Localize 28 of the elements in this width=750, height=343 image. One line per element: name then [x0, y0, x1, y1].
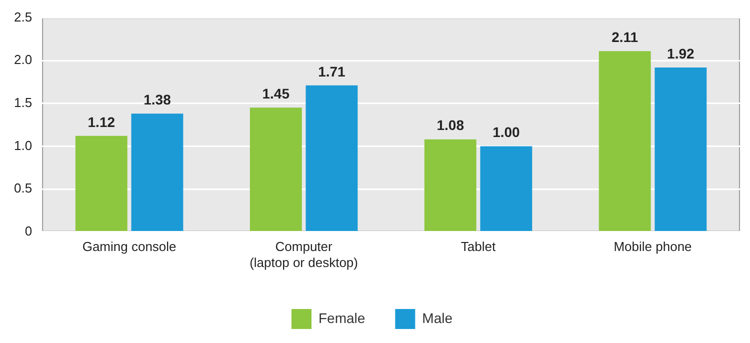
y-tick-label: 2.0: [14, 52, 32, 68]
bar: [250, 108, 302, 232]
legend-label: Female: [318, 310, 366, 326]
data-label: 2.11: [612, 29, 638, 46]
data-label: 1.38: [144, 92, 172, 108]
x-tick-label: Gaming console: [82, 239, 176, 254]
bar: [75, 136, 128, 232]
legend-label: Male: [422, 310, 453, 326]
y-tick-label: 2.5: [14, 9, 32, 24]
bar: [306, 85, 358, 232]
bar: [654, 67, 707, 232]
data-label: 1.92: [667, 45, 695, 62]
x-tick-label: Computer (laptop or desktop): [250, 239, 358, 270]
y-tick-label: 0.5: [14, 180, 32, 196]
bar: [480, 146, 532, 232]
bar: [598, 51, 651, 232]
bar: [424, 139, 476, 232]
x-tick-label: Tablet: [460, 239, 496, 254]
data-label: 1.12: [88, 114, 116, 130]
y-tick-label: 1.0: [14, 138, 32, 153]
y-tick-label: 1.5: [14, 94, 32, 110]
data-label: 1.08: [436, 117, 464, 134]
bar: [131, 114, 184, 232]
data-label: 1.00: [492, 124, 520, 140]
y-tick-label: 0: [24, 223, 32, 238]
data-label: 1.71: [318, 63, 346, 80]
data-label: 1.45: [262, 86, 290, 102]
x-tick-label: Mobile phone: [614, 239, 692, 254]
